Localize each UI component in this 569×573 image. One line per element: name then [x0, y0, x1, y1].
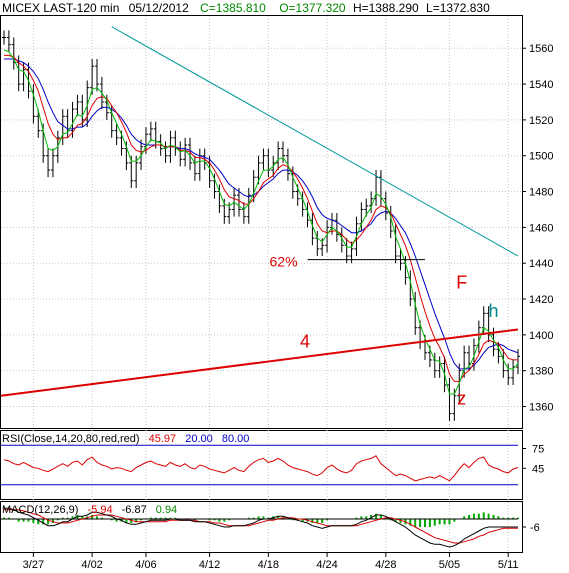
price-bar	[496, 342, 501, 364]
price-tick-label: 1420	[529, 294, 553, 306]
rsi-lower-level: 20.00	[185, 433, 213, 445]
macd-label: MACD(12,26,9)	[2, 504, 78, 516]
downtrend-line	[111, 26, 519, 257]
price-bar	[516, 349, 520, 375]
price-axis: 1560 1540 1520 1500 1480 1460 1440 1420 1400 1380…	[522, 43, 553, 414]
rsi-line	[3, 455, 519, 482]
macd-axis: -6	[522, 522, 540, 534]
rsi-panel	[1, 444, 519, 486]
price-bar	[80, 94, 85, 128]
time-tick-label: 5/11	[498, 559, 519, 571]
price-bar	[183, 137, 188, 167]
macd-line	[4, 507, 518, 548]
ma-mid-line	[4, 54, 518, 382]
price-tick-label: 1500	[529, 151, 553, 163]
price-tick-label: 1360	[529, 402, 553, 414]
time-tick-label: 4/06	[135, 559, 156, 571]
time-axis: 3/27 4/02 4/06 4/12 4/18 4/24 4/28 5/05 5/11	[23, 552, 519, 571]
time-tick-label: 4/12	[199, 559, 220, 571]
macd-value: -5.94	[87, 504, 112, 516]
rsi-upper-level: 80.00	[222, 433, 250, 445]
price-bar	[276, 141, 281, 171]
price-bar	[2, 30, 6, 45]
price-bar	[369, 191, 374, 214]
right-axis-strip	[523, 15, 569, 553]
macd-signal-value: -6.87	[122, 504, 147, 516]
signal-line	[4, 509, 518, 544]
ma-fast-line	[3, 49, 519, 395]
uptrend-line	[0, 328, 519, 397]
chart-symbol: MICEX LAST-120 min	[2, 1, 119, 15]
price-bar	[148, 121, 153, 142]
open-value: O=1377.320	[279, 1, 346, 15]
price-bar	[6, 30, 11, 52]
close-value: C=1385.810	[200, 1, 266, 15]
price-bar	[334, 213, 339, 242]
rsi-panel-frame	[0, 430, 523, 500]
time-tick-label: 3/27	[23, 559, 44, 571]
chart-date: 05/12/2012	[129, 1, 189, 15]
price-bar	[95, 58, 100, 92]
price-bar	[36, 109, 41, 138]
price-bar	[281, 141, 286, 163]
time-tick-label: 5/05	[439, 559, 460, 571]
low-value: L=1372.830	[426, 1, 490, 15]
price-bar	[236, 187, 241, 217]
price-bar	[325, 220, 330, 253]
high-value: H=1388.290	[353, 1, 419, 15]
time-tick-label: 4/24	[316, 559, 337, 571]
price-panel: 62% Fh 4 z	[0, 26, 520, 421]
price-bar	[383, 191, 388, 221]
price-bar	[188, 137, 193, 171]
rsi-tick-label: 75	[532, 444, 544, 456]
price-bar	[21, 62, 26, 92]
macd-tick-label: -6	[530, 522, 540, 534]
price-bar	[261, 148, 266, 171]
time-tick-label: 4/02	[81, 559, 102, 571]
price-bar	[506, 363, 511, 386]
price-bar	[256, 155, 261, 185]
annotation-z: z	[457, 389, 466, 409]
annotation-4: 4	[300, 331, 310, 351]
annotation-h: h	[489, 301, 499, 321]
price-bar	[114, 123, 119, 145]
price-bar	[364, 198, 369, 217]
time-tick-label: 4/28	[375, 559, 396, 571]
price-tick-label: 1400	[529, 330, 553, 342]
price-bar	[50, 148, 55, 178]
price-bar	[90, 58, 95, 95]
price-tick-label: 1380	[529, 366, 553, 378]
price-tick-label: 1480	[529, 187, 553, 199]
price-bar	[75, 94, 80, 117]
rsi-axis: 75 45	[522, 444, 544, 475]
price-tick-label: 1520	[529, 115, 553, 127]
svg-text:MACD(12,26,9) -5.94 -6: MACD(12,26,9) -5.94 -6.87 0.94	[2, 504, 177, 516]
price-bar	[246, 187, 251, 224]
price-bar	[46, 148, 51, 178]
svg-text:RSI(Close,14,20,80,red,red): RSI(Close,14,20,80,red,red) 45.97 20.00 …	[2, 433, 249, 445]
ma-slow-line	[4, 58, 519, 370]
price-tick-label: 1460	[529, 222, 553, 234]
fib-level-label: 62%	[270, 254, 298, 270]
svg-text:MICEX LAST-120 min 05/12/2: MICEX LAST-120 min 05/12/2012 C=1385.810…	[2, 1, 490, 15]
rsi-tick-label: 45	[532, 463, 544, 475]
rsi-value: 45.97	[149, 433, 177, 445]
time-tick-label: 4/18	[258, 559, 279, 571]
vertical-grid	[32, 16, 509, 552]
price-tick-label: 1440	[529, 258, 553, 270]
price-bar	[85, 80, 90, 128]
macd-panel	[1, 507, 519, 548]
price-tick-label: 1560	[529, 43, 553, 55]
rsi-label: RSI(Close,14,20,80,red,red)	[2, 433, 140, 445]
price-tick-label: 1540	[529, 79, 553, 91]
price-bar	[447, 377, 452, 421]
annotation-F: F	[456, 272, 467, 292]
macd-hist-value: 0.94	[156, 504, 177, 516]
